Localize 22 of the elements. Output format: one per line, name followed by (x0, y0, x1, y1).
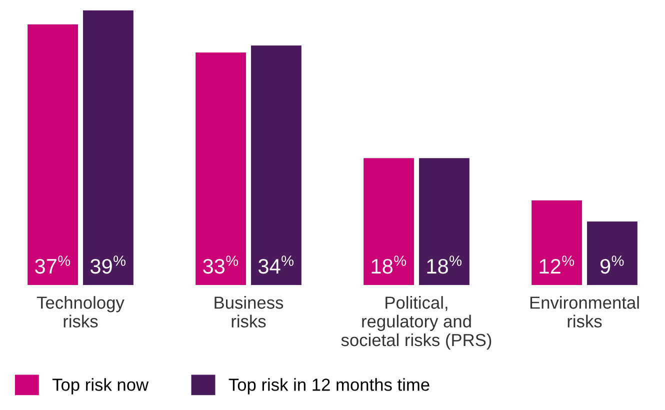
data-label: 34$^{%}$ (258, 256, 294, 274)
bar (28, 24, 78, 285)
data-label: 33$^{%}$ (203, 256, 238, 274)
bar (196, 52, 246, 285)
data-label: 9$^{%}$ (600, 256, 624, 274)
data-label: 37$^{%}$ (35, 256, 70, 274)
x-tick-label: Political, regulatory and societal risks (PRS) (341, 296, 492, 350)
bar (364, 158, 414, 285)
x-tick-label: Environmental risks (530, 296, 639, 328)
bar (419, 158, 470, 285)
bar (532, 200, 582, 285)
data-label: 39$^{%}$ (90, 256, 126, 274)
bar (587, 222, 638, 285)
x-tick-label: Technology risks (36, 296, 124, 328)
data-label: 18$^{%}$ (372, 256, 406, 274)
x-tick-label: Business risks (214, 296, 284, 328)
legend-label: Top risk in 12 months time (228, 378, 430, 394)
data-label: 12$^{%}$ (540, 256, 574, 274)
data-label: 18$^{%}$ (427, 256, 462, 274)
legend-label: Top risk now (52, 378, 149, 394)
bar (83, 10, 134, 285)
bar (251, 45, 302, 285)
